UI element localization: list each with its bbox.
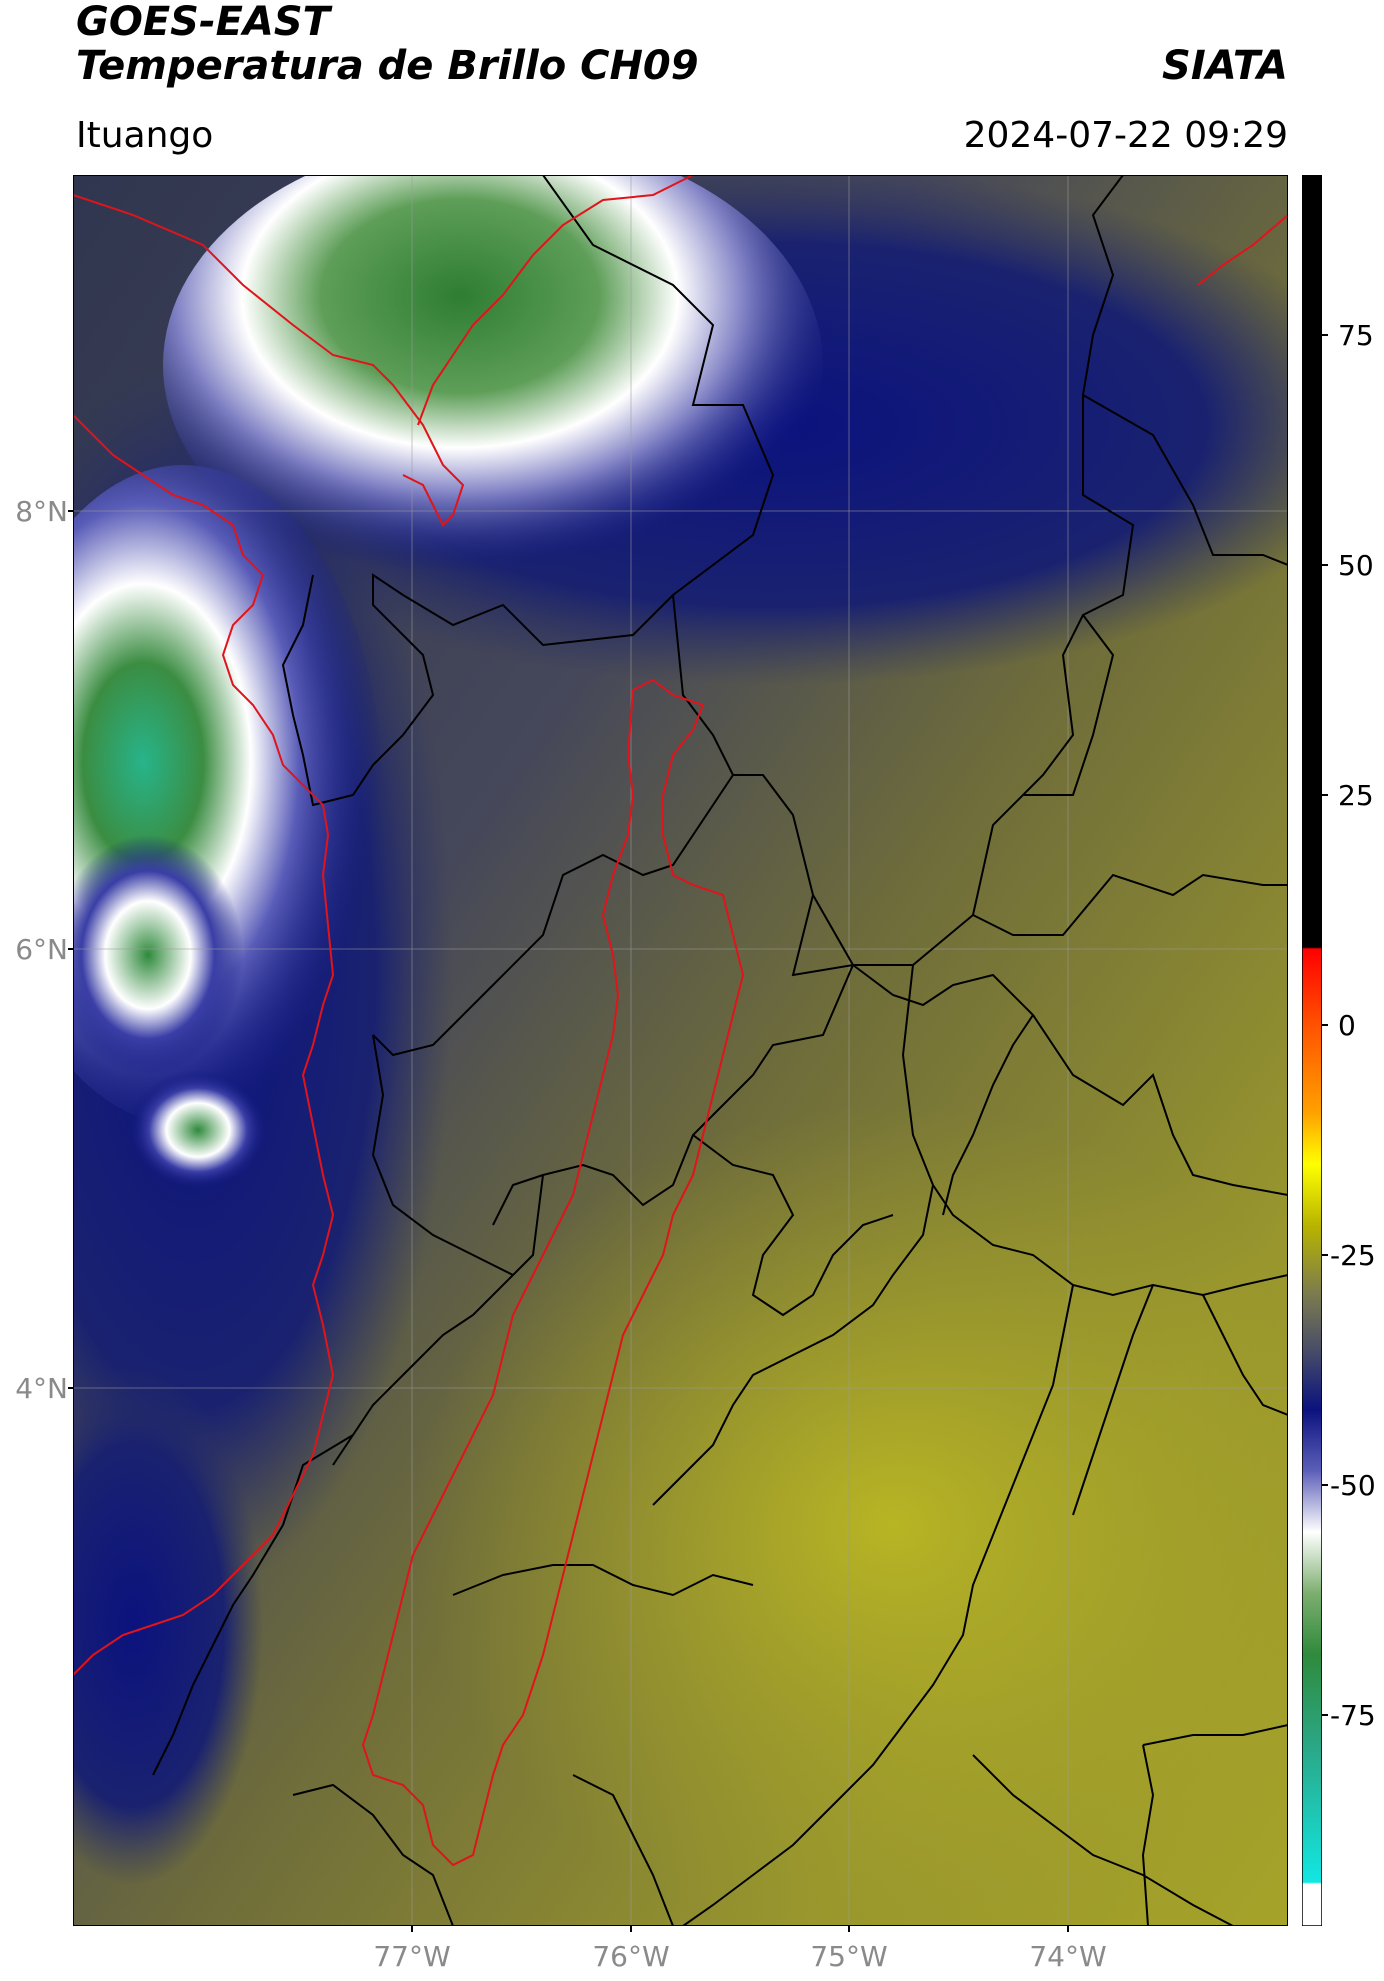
basin-outline	[361, 678, 745, 1867]
convective-cloud-west-2	[73, 835, 243, 1075]
convective-cloud-north	[163, 175, 823, 595]
lat-tick-label: 8°N	[15, 495, 68, 528]
department-borders	[152, 175, 1288, 1926]
longitude-axis: 77°W 76°W 75°W 74°W	[373, 1926, 1107, 1973]
colorbar-tick-label: -50	[1330, 1469, 1376, 1502]
convective-cloud-southwest	[128, 1070, 268, 1190]
colorbar-tick-label: 50	[1338, 549, 1374, 582]
colorbar-tick-label: 75	[1338, 319, 1374, 352]
lon-tick-label: 74°W	[1029, 1940, 1106, 1973]
region-label: Ituango	[76, 115, 214, 156]
colorbar-tick-label: 0	[1338, 1009, 1356, 1042]
cold-band-southwest	[73, 1365, 263, 1885]
product-title: Temperatura de Brillo CH09	[76, 43, 699, 89]
brightness-temperature-map	[73, 175, 1288, 1926]
lon-tick-label: 77°W	[373, 1940, 450, 1973]
satellite-title: GOES-EAST	[76, 0, 330, 45]
colorbar-tick-label: -75	[1330, 1699, 1376, 1732]
lon-tick-label: 76°W	[592, 1940, 669, 1973]
colorbar	[1302, 175, 1322, 1926]
warm-area-southeast	[413, 1105, 1288, 1926]
colorbar-tick-label: -25	[1330, 1239, 1376, 1272]
colorbar-tick-label: 25	[1338, 779, 1374, 812]
lat-tick-label: 4°N	[15, 1372, 68, 1405]
lat-tick-label: 6°N	[15, 933, 68, 966]
latitude-axis: 8°N 6°N 4°N	[15, 495, 73, 1405]
colorbar-ticks: 75 50 25 0 -25 -50 -75	[1322, 319, 1376, 1732]
lon-tick-label: 75°W	[810, 1940, 887, 1973]
organization-label: SIATA	[1162, 43, 1288, 89]
datetime-label: 2024-07-22 09:29	[963, 115, 1288, 156]
coastline-borders	[73, 175, 1288, 1676]
graticule	[73, 175, 1288, 1926]
